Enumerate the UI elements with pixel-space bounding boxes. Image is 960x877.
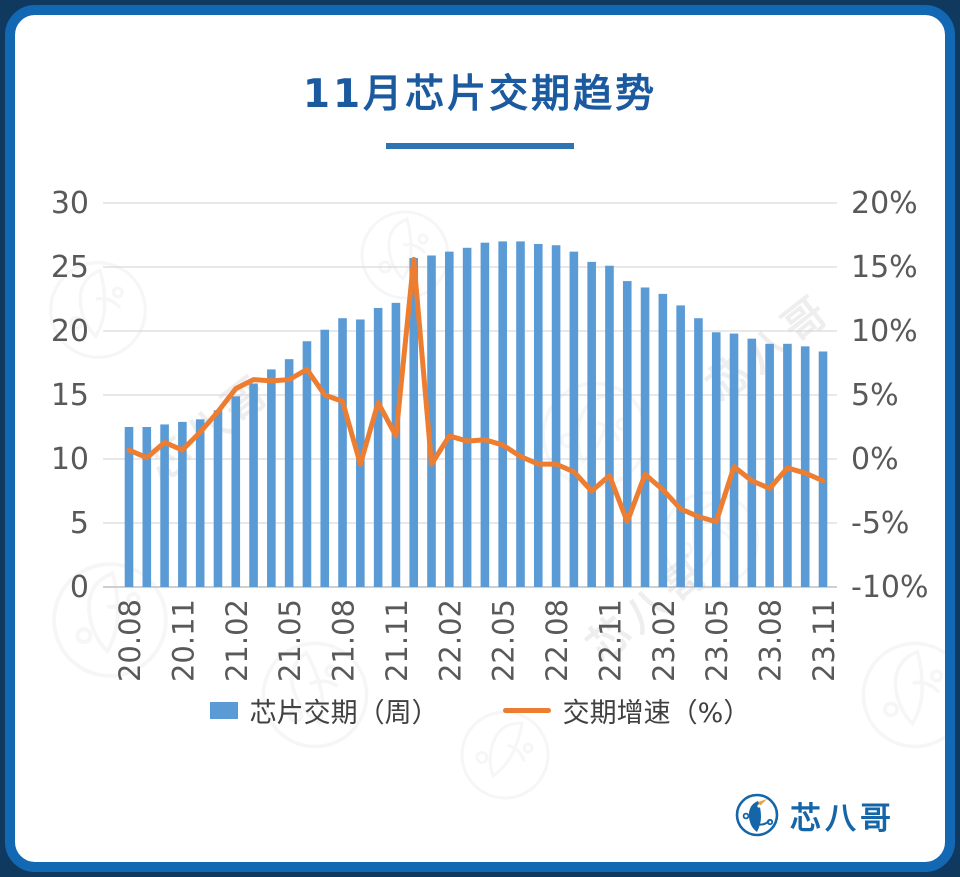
svg-text:30: 30 (51, 186, 89, 221)
bar (800, 346, 810, 587)
svg-text:0%: 0% (851, 442, 899, 477)
brand-name: 芯八哥 (790, 800, 895, 837)
svg-text:21.11: 21.11 (380, 599, 414, 682)
svg-text:22.02: 22.02 (433, 599, 467, 682)
line-series-swatch (502, 708, 551, 713)
bar (640, 287, 650, 587)
svg-text:23.08: 23.08 (754, 599, 788, 682)
bar (516, 241, 525, 587)
bar (338, 318, 347, 587)
bar (694, 318, 703, 587)
bar (124, 427, 134, 587)
brand-logo: 芯八哥 (734, 792, 895, 838)
bar (533, 243, 543, 587)
svg-text:0: 0 (70, 570, 89, 605)
right-axis-ticks: -10% -5% 0% 5% 10% 15% 20% (851, 186, 929, 605)
bar (284, 359, 294, 587)
svg-text:22.05: 22.05 (487, 599, 521, 682)
svg-text:22.11: 22.11 (593, 599, 627, 682)
svg-text:20: 20 (51, 314, 89, 349)
bar (605, 265, 614, 587)
chart-area: 0 5 10 15 20 25 30 -10% -5% 0% 5% 10% 15% 20% 20.08 20.… (15, 155, 945, 689)
bar (391, 302, 401, 587)
bar (498, 241, 507, 587)
svg-text:-5%: -5% (851, 506, 909, 541)
svg-text:23.11: 23.11 (807, 599, 841, 682)
svg-text:21.02: 21.02 (220, 599, 254, 682)
bar (765, 343, 774, 587)
svg-text:21.08: 21.08 (327, 599, 361, 682)
svg-text:5%: 5% (851, 378, 899, 413)
svg-text:20%: 20% (851, 186, 918, 221)
bar (267, 369, 276, 587)
bar (747, 338, 757, 587)
bar (587, 261, 596, 587)
bar (249, 383, 258, 587)
bar (373, 307, 383, 587)
bar (658, 293, 668, 587)
svg-text:23.05: 23.05 (700, 599, 734, 682)
svg-text:10: 10 (51, 442, 89, 477)
bar (231, 396, 241, 587)
x-axis-labels: 20.08 20.11 21.02 21.05 21.08 21.11 22.02 22.05… (113, 599, 841, 682)
bar (160, 424, 169, 587)
bar (320, 329, 330, 587)
bar-series-label: 芯片交期（周） (249, 698, 439, 729)
svg-text:15%: 15% (851, 250, 918, 285)
growth-line (126, 256, 826, 525)
brand-bird-icon (735, 793, 779, 837)
bar (622, 281, 632, 587)
bar (445, 251, 454, 587)
bar (676, 305, 685, 587)
bar-series (124, 241, 828, 588)
svg-text:5: 5 (70, 506, 89, 541)
svg-text:-10%: -10% (851, 570, 929, 605)
bar (818, 351, 828, 587)
bar (711, 332, 721, 587)
legend-item-bars: 芯片交期（周） (209, 691, 439, 730)
bar (551, 245, 561, 587)
bar (409, 258, 419, 587)
legend-item-line: 交期增速（%） (502, 691, 751, 730)
bar (462, 247, 472, 588)
bar (178, 421, 187, 587)
svg-text:10%: 10% (851, 314, 918, 349)
svg-text:23.02: 23.02 (647, 599, 681, 682)
bar (195, 419, 205, 587)
left-axis-ticks: 0 5 10 15 20 25 30 (51, 186, 89, 605)
bar (302, 341, 312, 587)
bar (480, 242, 490, 587)
svg-text:20.11: 20.11 (166, 599, 200, 682)
bar (356, 319, 365, 587)
bar-series-swatch (209, 702, 238, 719)
svg-text:21.05: 21.05 (273, 599, 307, 682)
bar (569, 251, 579, 587)
svg-text:22.08: 22.08 (540, 599, 574, 682)
bar (213, 410, 223, 587)
svg-text:20.08: 20.08 (113, 599, 147, 682)
title-underline (386, 143, 574, 149)
chart-card: 11月芯片交期趋势 芯八哥 芯八哥 芯八哥 0 5 10 15 (5, 5, 955, 872)
bar (783, 343, 792, 587)
chart-legend: 芯片交期（周） 交期增速（%） (15, 691, 945, 730)
bar (427, 255, 436, 587)
svg-text:15: 15 (51, 378, 89, 413)
line-series-label: 交期增速（%） (562, 698, 751, 729)
bar (729, 333, 739, 587)
bar (142, 427, 152, 587)
svg-text:25: 25 (51, 250, 89, 285)
page-title: 11月芯片交期趋势 (302, 72, 658, 117)
